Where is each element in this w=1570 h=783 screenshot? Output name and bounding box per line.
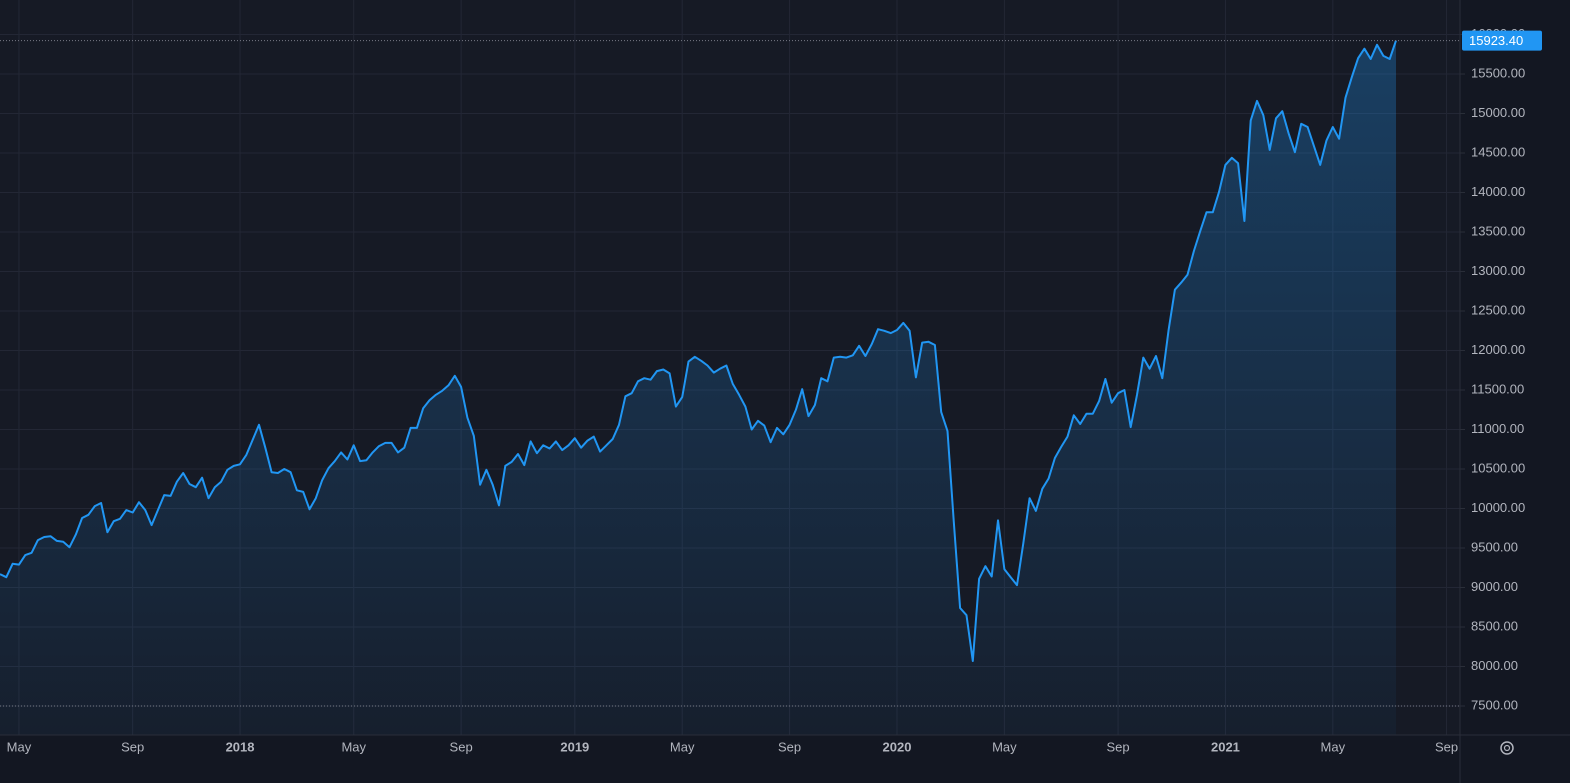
y-tick-label: 12500.00: [1471, 302, 1525, 317]
y-tick-label: 12000.00: [1471, 342, 1525, 357]
last-price-box: [1462, 30, 1542, 51]
y-tick-label: 10000.00: [1471, 500, 1525, 515]
y-tick-label: 8500.00: [1471, 618, 1518, 633]
gear-icon: [1500, 741, 1514, 755]
x-tick-label: May: [992, 739, 1017, 754]
y-tick-label: 14000.00: [1471, 184, 1525, 199]
y-tick-label: 10500.00: [1471, 460, 1525, 475]
x-tick-label: Sep: [778, 739, 801, 754]
last-price-label: 15923.40: [1469, 33, 1523, 48]
y-tick-label: 8000.00: [1471, 658, 1518, 673]
x-tick-label: Sep: [1435, 739, 1458, 754]
series: [0, 40, 1460, 736]
x-tick-label: 2019: [560, 739, 589, 754]
y-tick-label: 7500.00: [1471, 697, 1518, 712]
area: [0, 40, 1396, 736]
x-tick-label: May: [670, 739, 695, 754]
x-tick-label: May: [341, 739, 366, 754]
price-line: [0, 40, 1397, 662]
y-tick-label: 11500.00: [1471, 381, 1524, 396]
settings-button[interactable]: [1500, 741, 1514, 755]
axes: 7500.00 8000.00 8500.00 9000.00 9500.00 10000…: [7, 26, 1542, 754]
y-tick-label: 15000.00: [1471, 105, 1525, 120]
y-tick-label: 11000.00: [1471, 421, 1524, 436]
y-tick-label: 13000.00: [1471, 263, 1525, 278]
x-tick-label: May: [7, 739, 32, 754]
x-tick-label: 2021: [1211, 739, 1240, 754]
y-tick-label: 15500.00: [1471, 65, 1525, 80]
y-tick-label: 9000.00: [1471, 579, 1518, 594]
x-tick-label: 2020: [883, 739, 912, 754]
y-tick-label: 13500.00: [1471, 223, 1525, 238]
x-tick-label: Sep: [1106, 739, 1129, 754]
gear-center: [1503, 744, 1511, 752]
x-tick-label: Sep: [450, 739, 473, 754]
y-tick-label: 14500.00: [1471, 144, 1525, 159]
x-tick-label: 2018: [226, 739, 255, 754]
x-tick-label: Sep: [121, 739, 144, 754]
x-tick-label: May: [1321, 739, 1346, 754]
y-tick-label: 9500.00: [1471, 539, 1518, 554]
